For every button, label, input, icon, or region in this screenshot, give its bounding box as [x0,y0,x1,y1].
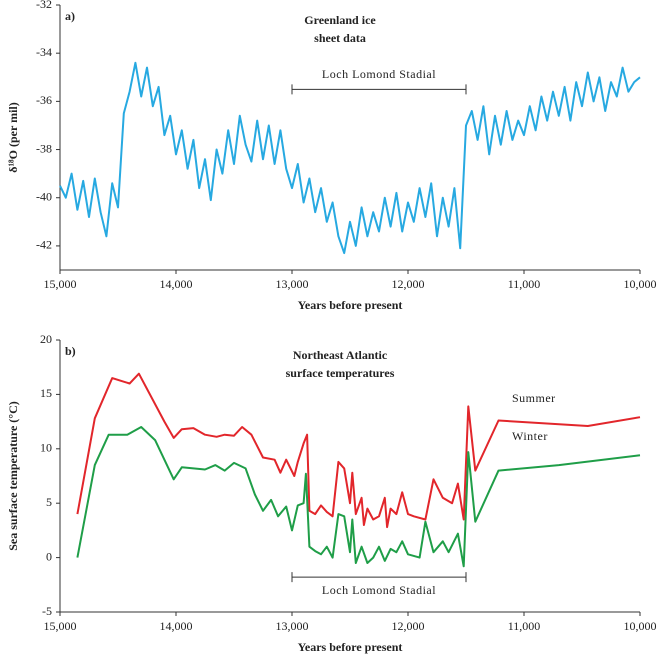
y-axis-title: δ¹⁸O (per mil) [6,102,20,173]
series-line [59,61,641,255]
annotation: Loch Lomond Stadial [322,583,436,597]
chart-title: Northeast Atlantic [293,348,388,362]
y-tick-label: 20 [40,332,52,346]
y-tick-label: -38 [36,141,52,155]
y-tick-label: -34 [36,45,52,59]
annotation: Loch Lomond Stadial [322,67,436,81]
x-tick-label: 13,000 [276,277,309,291]
panel-label: a) [65,9,75,23]
x-tick-label: 14,000 [160,277,193,291]
x-tick-label: 10,000 [624,277,657,291]
y-tick-label: 0 [46,549,52,563]
y-tick-label: 10 [40,441,52,455]
y-tick-label: -5 [42,604,52,618]
x-axis-title: Years before present [298,640,403,654]
y-tick-label: 5 [46,495,52,509]
series-line [76,426,641,568]
x-axis-title: Years before present [298,298,403,312]
chart-title: surface temperatures [286,366,395,380]
y-tick-label: -40 [36,189,52,203]
series-line [76,372,641,529]
chart-title: Greenland ice [304,13,376,27]
series-label: Summer [512,391,556,405]
series-label: Winter [512,429,548,443]
x-tick-label: 11,000 [508,619,541,633]
x-tick-label: 15,000 [44,619,77,633]
chart-title: sheet data [314,31,366,45]
y-axis-title: Sea surface temperature (°C) [6,401,20,551]
x-tick-label: 14,000 [160,619,193,633]
y-tick-label: -32 [36,0,52,11]
y-tick-label: -36 [36,93,52,107]
panel-label: b) [65,344,76,358]
x-tick-label: 10,000 [624,619,657,633]
y-tick-label: 15 [40,386,52,400]
y-tick-label: -42 [36,238,52,252]
x-tick-label: 11,000 [508,277,541,291]
x-tick-label: 12,000 [392,277,425,291]
x-tick-label: 12,000 [392,619,425,633]
x-tick-label: 13,000 [276,619,309,633]
x-tick-label: 15,000 [44,277,77,291]
